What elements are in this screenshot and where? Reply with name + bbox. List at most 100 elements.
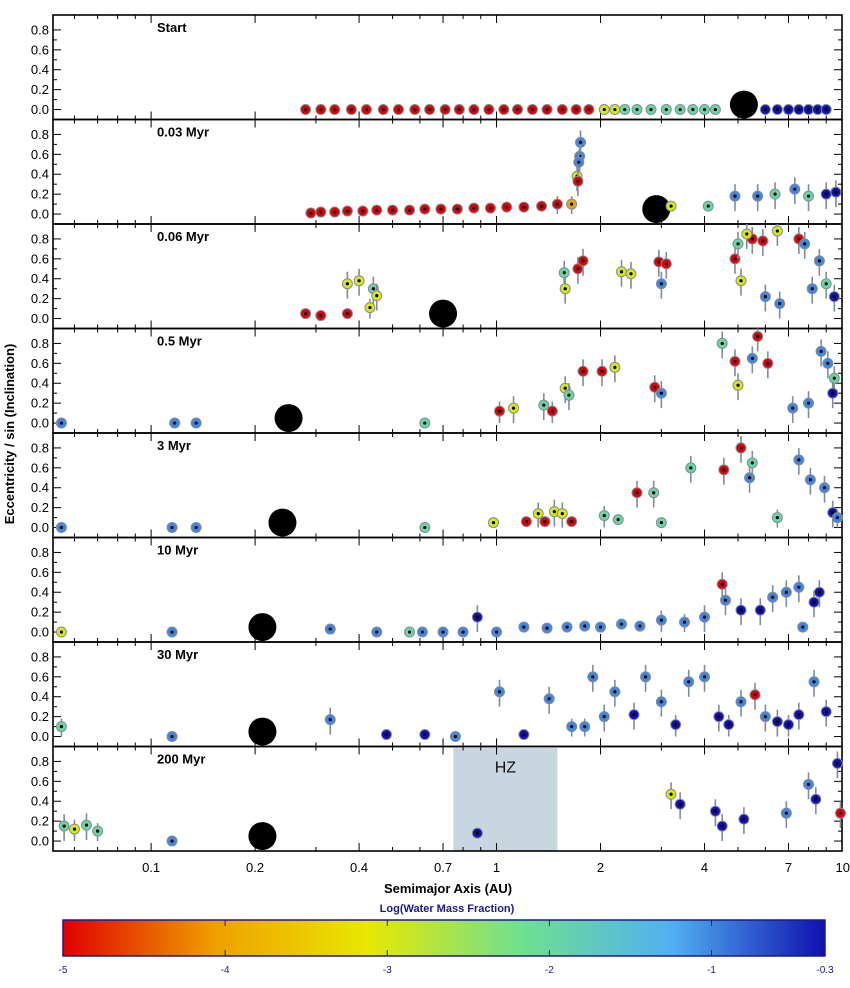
planet-core: [396, 107, 401, 112]
planet-core: [602, 715, 606, 719]
planet-core: [583, 624, 587, 628]
planet-core: [567, 393, 571, 397]
planet-core: [702, 107, 707, 112]
planet-core: [345, 282, 349, 286]
planet-core: [831, 391, 835, 395]
x-axis-title: Semimajor Axis (AU): [384, 881, 512, 896]
colorbar-tick-label: -1: [707, 965, 716, 976]
y-tick-label: 0.6: [31, 774, 49, 789]
planet-core: [722, 468, 726, 472]
planet-core: [591, 675, 595, 679]
planet-core: [763, 715, 767, 719]
planet-core: [581, 369, 585, 373]
planet-core: [812, 680, 816, 684]
planet-core: [333, 210, 337, 214]
panel-label: 200 Myr: [157, 752, 205, 767]
planet-core: [505, 205, 509, 209]
planet-core: [702, 615, 707, 619]
planet-core: [423, 207, 427, 211]
planet-core: [619, 270, 624, 274]
planet-core: [713, 809, 717, 813]
planet-core: [345, 209, 349, 213]
planet-core: [545, 626, 549, 630]
y-tick-label: 0.8: [31, 649, 49, 664]
y-tick-label: 0.4: [31, 62, 49, 77]
planet-core: [775, 229, 779, 233]
planet-core: [472, 206, 476, 210]
planet-core: [771, 595, 775, 599]
y-tick-label: 0.8: [31, 754, 49, 769]
planet-core: [649, 107, 653, 112]
planet-core: [643, 675, 648, 679]
planet-core: [838, 811, 843, 815]
planet-core: [733, 257, 737, 261]
planet-core: [545, 107, 549, 112]
y-tick-label: 0.0: [31, 311, 49, 326]
planet-core: [750, 356, 754, 360]
planet-core: [739, 700, 743, 704]
planet-core: [552, 510, 556, 514]
y-tick-label: 0.4: [31, 585, 49, 600]
planet-core: [822, 486, 827, 490]
planet-core: [390, 208, 395, 212]
y-tick-label: 0.2: [31, 605, 49, 620]
planet-core: [515, 107, 520, 112]
planet-core: [761, 239, 765, 243]
y-tick-label: 0.0: [31, 102, 49, 117]
planet-core: [773, 192, 777, 196]
planet-core: [574, 107, 578, 112]
panel-label: 0.06 Myr: [157, 229, 209, 244]
y-tick-label: 0.8: [31, 231, 49, 246]
planet-core: [739, 608, 743, 612]
planet-core: [720, 824, 724, 828]
x-tick-label: 0.1: [142, 860, 160, 875]
planet-core: [766, 361, 770, 365]
planet-core: [632, 713, 636, 717]
y-tick-label: 0.0: [31, 729, 49, 744]
planet-core: [488, 206, 493, 210]
planet-core: [170, 630, 174, 634]
x-tick-label: 2: [597, 860, 604, 875]
y-tick-label: 0.6: [31, 42, 49, 57]
planet-core: [817, 259, 821, 263]
planet-core: [565, 625, 569, 629]
planet-core: [539, 204, 544, 208]
planet-core: [522, 732, 526, 737]
planet-core: [472, 107, 476, 112]
y-tick-label: 0.4: [31, 794, 49, 809]
planet-core: [824, 710, 828, 714]
planet-core: [756, 194, 760, 198]
y-tick-label: 0.6: [31, 669, 49, 684]
hz-label: HZ: [495, 760, 517, 777]
planet-core: [170, 525, 174, 530]
planet-core: [806, 194, 811, 198]
y-tick-label: 0.6: [31, 356, 49, 371]
y-tick-label: 0.6: [31, 147, 49, 162]
planet-core: [702, 675, 707, 679]
planet-core: [659, 520, 663, 525]
planet-core: [810, 287, 814, 291]
planet-core: [664, 107, 668, 112]
y-tick-label: 0.0: [31, 520, 49, 535]
x-tick-label: 4: [701, 860, 708, 875]
planet-core: [375, 630, 379, 634]
y-tick-label: 0.4: [31, 689, 49, 704]
planet-core: [328, 627, 332, 631]
giant-planet: [248, 822, 277, 851]
planet-core: [577, 160, 581, 164]
planet-core: [59, 724, 64, 729]
planet-core: [652, 491, 656, 495]
panel-label: Start: [157, 20, 187, 35]
planet-core: [832, 376, 836, 380]
planet-core: [739, 279, 743, 283]
planet-core: [713, 107, 717, 112]
planet-core: [674, 723, 678, 727]
planet-core: [682, 620, 687, 624]
planet-core: [570, 519, 574, 524]
planet-core: [413, 107, 417, 112]
planet-core: [736, 242, 740, 246]
planet-core: [758, 608, 762, 612]
planet-core: [173, 421, 177, 425]
planet-core: [742, 817, 746, 821]
x-tick-label: 7: [785, 860, 792, 875]
